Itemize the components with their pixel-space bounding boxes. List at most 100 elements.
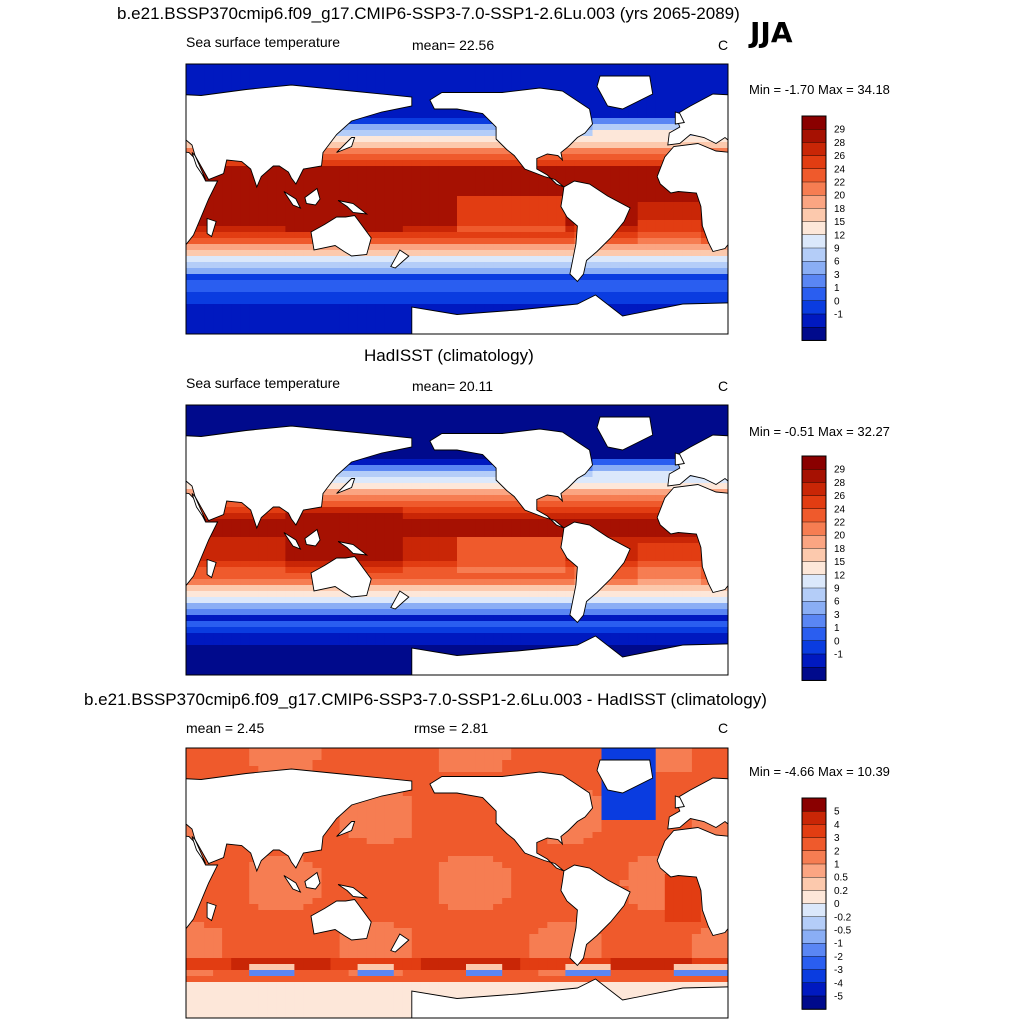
field-cell <box>475 423 485 430</box>
field-cell <box>448 232 458 239</box>
field-cell <box>583 166 594 173</box>
field-cell <box>709 274 720 281</box>
field-cell <box>330 154 341 161</box>
field-cell <box>366 471 377 478</box>
field-cell <box>438 220 449 227</box>
colorbar-frame <box>801 115 827 341</box>
field-cell <box>402 549 413 556</box>
field-cell <box>565 507 575 514</box>
field-cell <box>438 537 449 544</box>
field-cell <box>556 549 566 556</box>
field-cell <box>556 178 566 185</box>
field-cell <box>420 166 431 173</box>
field-cell <box>457 226 467 233</box>
field-cell <box>420 112 431 119</box>
field-cell <box>709 250 720 257</box>
field-cell <box>330 525 341 532</box>
field-cell <box>547 178 557 185</box>
field-cell <box>303 274 313 281</box>
field-cell <box>348 298 359 305</box>
field-cell <box>529 603 539 610</box>
field-cell <box>267 292 277 299</box>
field-cell <box>448 304 458 311</box>
colorbar-swatch <box>801 155 827 170</box>
field-cell <box>466 423 476 430</box>
field-cell <box>366 495 377 502</box>
field-cell <box>438 76 449 83</box>
field-cell <box>366 154 377 161</box>
field-cell <box>511 280 521 287</box>
field-cell <box>691 477 702 484</box>
field-cell <box>357 525 368 532</box>
field-cell <box>529 417 539 424</box>
field-cell <box>321 286 332 293</box>
field-cell <box>709 405 720 412</box>
field-cell <box>475 268 485 275</box>
field-cell <box>592 591 603 598</box>
field-cell <box>664 250 675 257</box>
field-cell <box>475 82 485 89</box>
field-cell <box>673 82 684 89</box>
field-cell <box>438 501 449 508</box>
field-cell <box>592 471 603 478</box>
field-cell <box>420 244 431 251</box>
field-cell <box>267 172 277 179</box>
field-cell <box>429 76 440 83</box>
field-cell <box>448 411 458 418</box>
field-cell <box>493 519 503 526</box>
field-cell <box>411 531 422 538</box>
field-cell <box>339 286 350 293</box>
field-cell <box>420 190 431 197</box>
field-cell <box>375 244 386 251</box>
field-cell <box>646 435 657 442</box>
field-cell <box>384 238 395 245</box>
field-cell <box>420 136 431 143</box>
field-cell <box>312 322 323 329</box>
field-cell <box>511 531 521 538</box>
field-cell <box>375 286 386 293</box>
field-cell <box>466 238 476 245</box>
field-cell <box>538 411 548 418</box>
field-cell <box>213 82 223 89</box>
field-cell <box>547 256 557 263</box>
field-cell <box>448 429 458 436</box>
field-cell <box>601 507 612 514</box>
field-cell <box>538 262 548 269</box>
field-cell <box>691 615 702 622</box>
field-cell <box>276 226 286 233</box>
field-cell <box>592 88 603 95</box>
field-cell <box>700 250 711 257</box>
field-cell <box>195 579 205 586</box>
field-cell <box>411 513 422 520</box>
field-cell <box>520 537 530 544</box>
field-cell <box>466 405 476 412</box>
field-cell <box>700 88 711 95</box>
field-cell <box>610 405 621 412</box>
field-cell <box>574 501 584 508</box>
field-cell <box>583 519 594 526</box>
field-cell <box>231 579 241 586</box>
field-cell <box>348 322 359 329</box>
field-cell <box>457 579 467 586</box>
field-cell <box>628 519 639 526</box>
field-cell <box>285 64 295 71</box>
field-cell <box>682 537 693 544</box>
field-cell <box>222 316 232 323</box>
field-cell <box>348 405 359 412</box>
field-cell <box>321 513 332 520</box>
field-cell <box>366 483 377 490</box>
field-cell <box>204 423 214 430</box>
field-cell <box>682 256 693 263</box>
field-cell <box>637 232 648 239</box>
field-cell <box>393 537 404 544</box>
field-cell <box>502 214 512 221</box>
field-cell <box>475 567 485 574</box>
field-cell <box>276 214 286 221</box>
field-cell <box>321 549 332 556</box>
field-cell <box>709 64 720 71</box>
field-cell <box>457 220 467 227</box>
field-cell <box>719 142 728 149</box>
field-cell <box>366 214 377 221</box>
field-cell <box>529 232 539 239</box>
field-cell <box>393 154 404 161</box>
